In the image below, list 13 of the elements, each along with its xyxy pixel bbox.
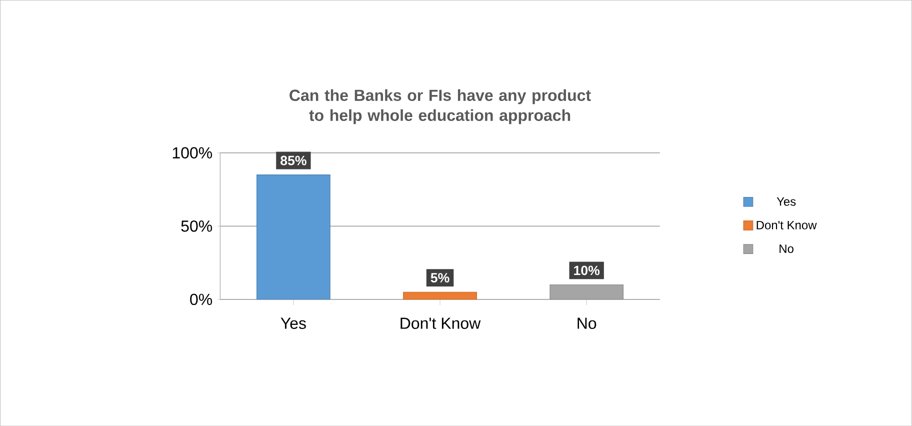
x-tick-label: Yes [280,318,306,329]
legend-label: Yes [776,197,796,206]
y-tick-label: 100% [172,147,212,158]
legend-label: No [780,244,794,253]
legend-label: Don't Know [756,220,817,230]
data-label: 85% [280,156,306,166]
x-tick-label: Don't Know [400,318,481,329]
y-tick-label: 0% [190,294,212,305]
data-label: 5% [430,272,450,282]
y-tick-label: 50% [181,220,212,232]
x-tick-label: No [578,318,596,329]
data-label: 10% [574,266,600,276]
chart-title: Can the Banks or FIs have any product to help whole education approach [290,89,591,124]
